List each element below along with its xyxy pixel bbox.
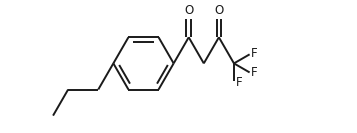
Text: F: F	[251, 66, 258, 79]
Text: O: O	[184, 4, 193, 17]
Text: F: F	[251, 47, 258, 60]
Text: O: O	[214, 4, 223, 17]
Text: F: F	[236, 76, 242, 89]
